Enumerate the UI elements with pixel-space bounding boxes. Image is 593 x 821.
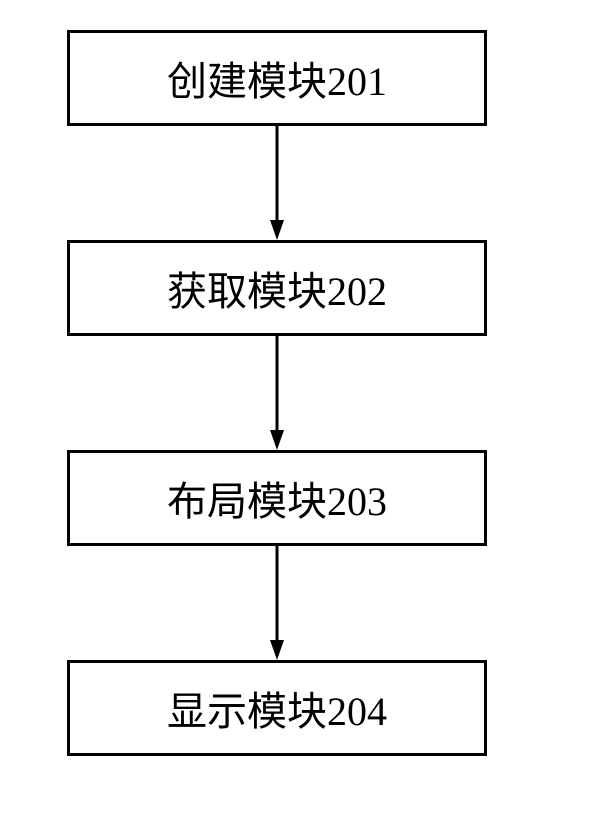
flowchart-arrow xyxy=(0,0,593,821)
flowchart-canvas: 创建模块201获取模块202布局模块203显示模块204 xyxy=(0,0,593,821)
